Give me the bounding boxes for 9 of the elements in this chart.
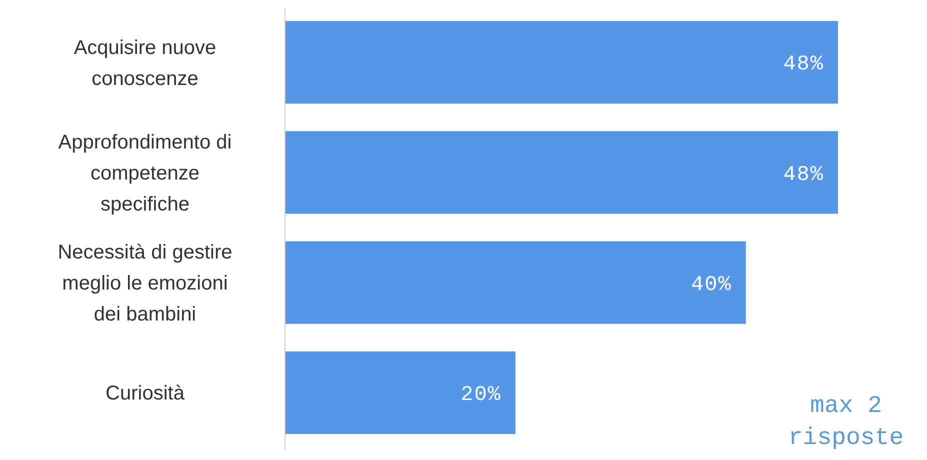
y-tick-label: Necessità di gestire meglio le emozioni dei bambini bbox=[58, 242, 232, 326]
data-label: 48% bbox=[783, 164, 824, 187]
y-tick-label: Acquisire nuove conoscenze bbox=[74, 36, 216, 90]
data-label: 48% bbox=[783, 54, 824, 77]
y-tick-label: Approfondimento di competenze specifiche bbox=[58, 131, 232, 216]
data-label: 20% bbox=[460, 384, 502, 408]
data-label: 40% bbox=[691, 274, 732, 297]
y-tick-label: Curiosità bbox=[106, 382, 186, 405]
annotation: max 2 risposte bbox=[788, 393, 904, 452]
